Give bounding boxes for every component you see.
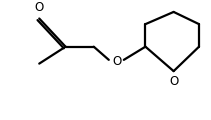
Text: O: O (35, 1, 44, 14)
Text: O: O (169, 75, 178, 88)
Text: O: O (113, 55, 122, 68)
